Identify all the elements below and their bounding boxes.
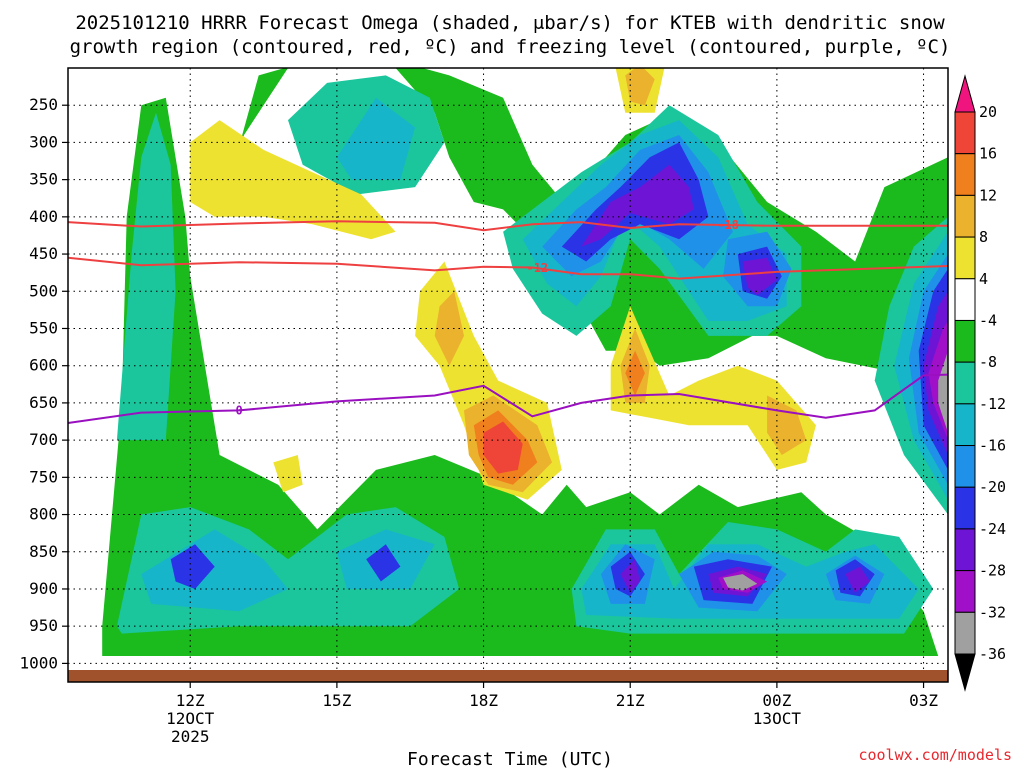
omega-region-30 xyxy=(620,559,640,593)
y-tick-label-700: 700 xyxy=(29,430,58,449)
colorbar-bin-5 xyxy=(954,278,976,321)
omega-region-32 xyxy=(845,566,870,593)
colorbar-bin-8 xyxy=(954,403,976,447)
contour-label--12: -12 xyxy=(526,261,548,275)
x-tick-label-00Z: 00Z xyxy=(762,691,791,710)
omega-colorbar: 20 16 12 8 4 -4 -8 -12 -16 -20 -24 -28 -32 -36 xyxy=(954,74,1006,692)
omega-region-29 xyxy=(742,257,777,295)
omega-region-37 xyxy=(938,350,948,433)
y-tick-label-400: 400 xyxy=(29,207,58,226)
colorbar-label-4: 4 xyxy=(979,270,988,288)
colorbar-label--28: -28 xyxy=(979,562,1006,580)
omega-region-38 xyxy=(190,120,396,240)
x-tick-label-21Z: 21Z xyxy=(616,691,645,710)
omega-region-23 xyxy=(366,544,401,582)
colorbar-bin-4 xyxy=(954,236,976,280)
contour-label-0: 0 xyxy=(235,403,242,417)
colorbar-label--20: -20 xyxy=(979,478,1006,496)
ground-surface-bar xyxy=(68,670,948,682)
contour--12 xyxy=(67,256,949,280)
y-tick-label-750: 750 xyxy=(29,467,58,486)
omega-region-42 xyxy=(273,455,303,493)
colorbar-bin-13 xyxy=(954,611,976,655)
omega-region-50 xyxy=(483,421,523,474)
y-tick-label-1000: 1000 xyxy=(19,653,58,672)
contour-lines: -18 -12 0 xyxy=(67,218,949,424)
y-tick-label-300: 300 xyxy=(29,132,58,151)
y-tick-label-650: 650 xyxy=(29,393,58,412)
colorbar-bin-3 xyxy=(954,194,976,238)
x-tick-label-18Z: 18Z xyxy=(469,691,498,710)
colorbar-label-16: 16 xyxy=(979,145,997,163)
y-tick-label-950: 950 xyxy=(29,616,58,635)
colorbar-bin-10 xyxy=(954,486,976,530)
colorbar-top-arrow xyxy=(954,74,976,113)
y-tick-label-550: 550 xyxy=(29,318,58,337)
x-tick-date-00Z: 13OCT xyxy=(753,709,802,728)
colorbar-label-8: 8 xyxy=(979,228,988,246)
colorbar-bin-6 xyxy=(954,319,976,363)
colorbar-label-20: 20 xyxy=(979,103,997,121)
y-tick-label-850: 850 xyxy=(29,542,58,561)
colorbar-bin-12 xyxy=(954,570,976,613)
x-axis-label: Forecast Time (UTC) xyxy=(407,749,613,768)
omega-region-10 xyxy=(336,97,416,180)
colorbar-label-12: 12 xyxy=(979,186,997,204)
colorbar-bin-1 xyxy=(954,111,976,155)
omega-region-22 xyxy=(170,544,215,589)
y-tick-label-350: 350 xyxy=(29,170,58,189)
contour--18 xyxy=(67,220,948,232)
grid-lines xyxy=(68,68,948,682)
y-tick-label-500: 500 xyxy=(29,281,58,300)
pressure-axis: 250 300 350 400 450 500 550 600 650 700 750 800 850 9… xyxy=(19,95,68,672)
omega-shading-layer xyxy=(68,68,948,682)
x-tick-label-12Z: 12Z xyxy=(176,691,205,710)
y-tick-label-450: 450 xyxy=(29,244,58,263)
y-tick-label-250: 250 xyxy=(29,95,58,114)
colorbar-label--16: -16 xyxy=(979,437,1006,455)
omega-region-40 xyxy=(610,306,816,470)
colorbar-bin-2 xyxy=(954,153,976,196)
plot-frame xyxy=(67,67,949,683)
x-tick-label-15Z: 15Z xyxy=(322,691,351,710)
y-tick-label-800: 800 xyxy=(29,505,58,524)
colorbar-bin-7 xyxy=(954,361,976,405)
colorbar-label--4: -4 xyxy=(979,311,997,329)
omega-region-0 xyxy=(102,97,939,657)
x-tick-label-03Z: 03Z xyxy=(909,691,938,710)
contour-label--18: -18 xyxy=(717,218,739,232)
colorbar-bin-9 xyxy=(954,445,976,488)
colorbar-label--36: -36 xyxy=(979,645,1006,663)
omega-region-43 xyxy=(434,291,464,366)
x-tick-date-12Z: 12OCT xyxy=(166,709,215,728)
credit-link[interactable]: coolwx.com/models xyxy=(858,746,1012,764)
x-tick-year-12Z: 2025 xyxy=(171,727,210,746)
omega-region-8 xyxy=(141,529,288,612)
colorbar-label--12: -12 xyxy=(979,395,1006,413)
colorbar-bin-11 xyxy=(954,528,976,572)
chart-title-line1: 2025101210 HRRR Forecast Omega (shaded, … xyxy=(75,12,945,34)
contour-0 xyxy=(67,373,949,424)
chart-title-line2: growth region (contoured, red, ºC) and f… xyxy=(70,36,951,58)
omega-region-49 xyxy=(625,350,645,396)
y-tick-label-600: 600 xyxy=(29,356,58,375)
colorbar-label--24: -24 xyxy=(979,520,1006,538)
omega-region-36 xyxy=(723,574,758,591)
omega-region-2 xyxy=(116,112,176,441)
omega-region-47 xyxy=(625,68,655,106)
colorbar-label--8: -8 xyxy=(979,353,997,371)
colorbar-bottom-arrow xyxy=(954,653,976,692)
colorbar-label--32: -32 xyxy=(979,603,1006,621)
y-tick-label-900: 900 xyxy=(29,579,58,598)
